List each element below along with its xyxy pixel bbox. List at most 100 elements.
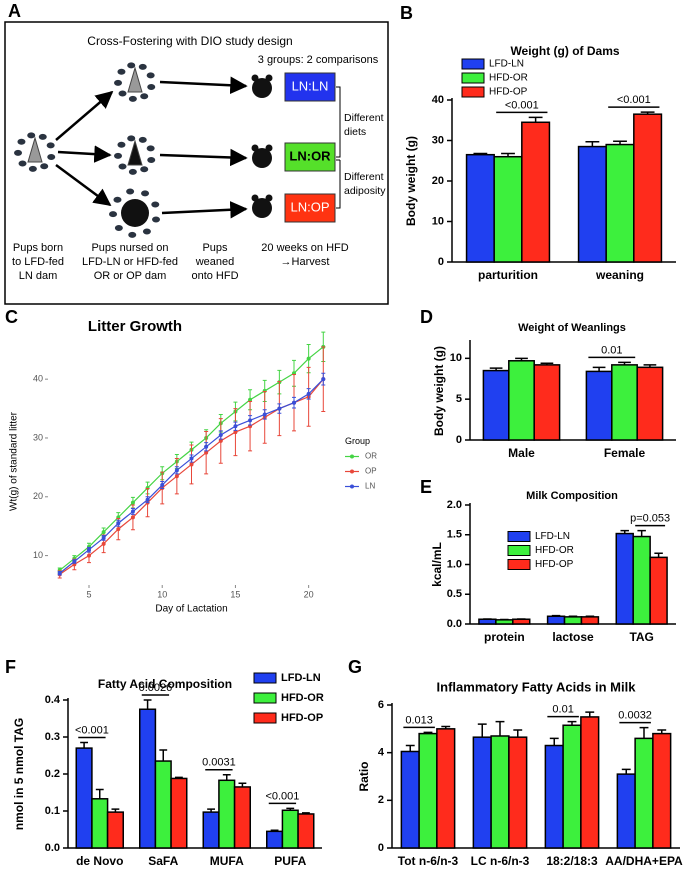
bar	[436, 728, 456, 849]
legend-label: HFD-OP	[281, 712, 323, 724]
bar	[633, 113, 663, 263]
ear	[265, 194, 273, 202]
legend-label: LFD-LN	[535, 531, 570, 542]
panel-label: D	[420, 307, 433, 327]
bar	[472, 736, 492, 849]
bar	[512, 618, 531, 625]
bar	[521, 121, 551, 263]
annotation: 0.01	[552, 704, 573, 716]
y-tick-label: 0.1	[45, 805, 60, 817]
pup	[152, 216, 161, 223]
x-tick-label: 18:2/18:3	[546, 854, 598, 868]
chart-title: Weight of Weanlings	[518, 322, 626, 334]
bar	[490, 735, 510, 849]
x-tick-label: 20	[304, 589, 314, 599]
y-tick-label: 10	[450, 352, 462, 364]
bar	[154, 760, 172, 849]
point	[57, 571, 62, 576]
bar	[562, 724, 582, 849]
pup	[128, 231, 137, 238]
ear	[265, 144, 273, 152]
point	[189, 456, 194, 461]
point	[292, 400, 296, 405]
pup	[128, 168, 137, 175]
annotation: <0.001	[617, 94, 651, 106]
bar	[580, 716, 600, 849]
bar	[482, 369, 510, 441]
legend-label: OP	[365, 467, 377, 476]
annotation: <0.001	[265, 790, 299, 802]
diagram-frame	[4, 21, 389, 305]
stage-label: to LFD-fed	[12, 256, 64, 268]
error-bar	[528, 116, 543, 123]
point	[174, 474, 179, 479]
y-tick-label: 0.4	[45, 694, 61, 706]
x-tick-label: SaFA	[148, 854, 178, 868]
bar	[139, 708, 157, 849]
bar	[508, 360, 535, 441]
bar	[266, 830, 284, 849]
stage-label: Pups	[202, 242, 228, 254]
x-tick-label: 15	[230, 589, 240, 599]
y-tick-label: 1.5	[447, 529, 462, 541]
annotation: <0.001	[75, 724, 109, 736]
bar	[632, 535, 651, 625]
bar	[170, 777, 188, 849]
pup	[127, 62, 136, 69]
bar	[546, 615, 566, 625]
point	[72, 559, 77, 564]
x-tick-label: Tot n-6/n-3	[398, 854, 459, 868]
legend-label: LFD-LN	[489, 59, 524, 70]
point	[204, 450, 209, 455]
legend-label: HFD-OR	[489, 73, 528, 84]
y-tick-label: 40	[33, 374, 43, 384]
legend-swatch	[253, 712, 277, 724]
x-tick-label: Male	[508, 446, 535, 460]
point	[306, 391, 311, 396]
legend-label: HFD-OP	[535, 559, 574, 570]
point	[130, 509, 135, 514]
y-tick-label: 0	[456, 434, 462, 446]
chart-title: Litter Growth	[88, 318, 182, 335]
group-label: LN:LN	[292, 78, 329, 93]
pup	[141, 190, 150, 197]
x-tick-label: protein	[484, 630, 525, 644]
bar	[218, 779, 236, 849]
bar	[202, 811, 220, 849]
x-tick-label: lactose	[552, 630, 594, 644]
group-box	[284, 72, 336, 102]
pup	[118, 90, 127, 97]
pup	[14, 149, 23, 156]
point	[218, 433, 223, 438]
error-bar	[585, 711, 595, 717]
point	[116, 521, 121, 526]
point	[145, 497, 150, 502]
point	[248, 397, 253, 402]
pup	[146, 145, 155, 152]
x-tick-label: 5	[86, 589, 91, 599]
y-tick-label: 30	[432, 134, 444, 146]
bar	[508, 736, 528, 849]
ear	[265, 74, 273, 82]
pup	[27, 132, 36, 139]
arrow	[161, 201, 248, 219]
comparison-label: diets	[344, 126, 366, 138]
bar	[75, 747, 93, 849]
y-axis-label: Wt(g) of standard litter	[9, 411, 20, 511]
legend-swatch	[461, 58, 485, 70]
stage-label: onto HFD	[191, 270, 238, 282]
annotation: 0.01	[601, 344, 622, 356]
point	[87, 547, 91, 552]
y-axis-label: Body weight (g)	[432, 346, 446, 436]
ear	[251, 144, 259, 152]
y-tick-label: 10	[432, 215, 444, 227]
y-tick-label: 6	[378, 699, 384, 711]
arrow	[55, 90, 114, 141]
pup	[109, 211, 118, 218]
y-tick-label: 4	[378, 747, 385, 759]
annotation: <0.001	[505, 99, 539, 111]
y-tick-label: 0.0	[45, 842, 60, 854]
bar	[495, 619, 514, 625]
error-bar	[222, 773, 231, 781]
point	[233, 424, 238, 429]
